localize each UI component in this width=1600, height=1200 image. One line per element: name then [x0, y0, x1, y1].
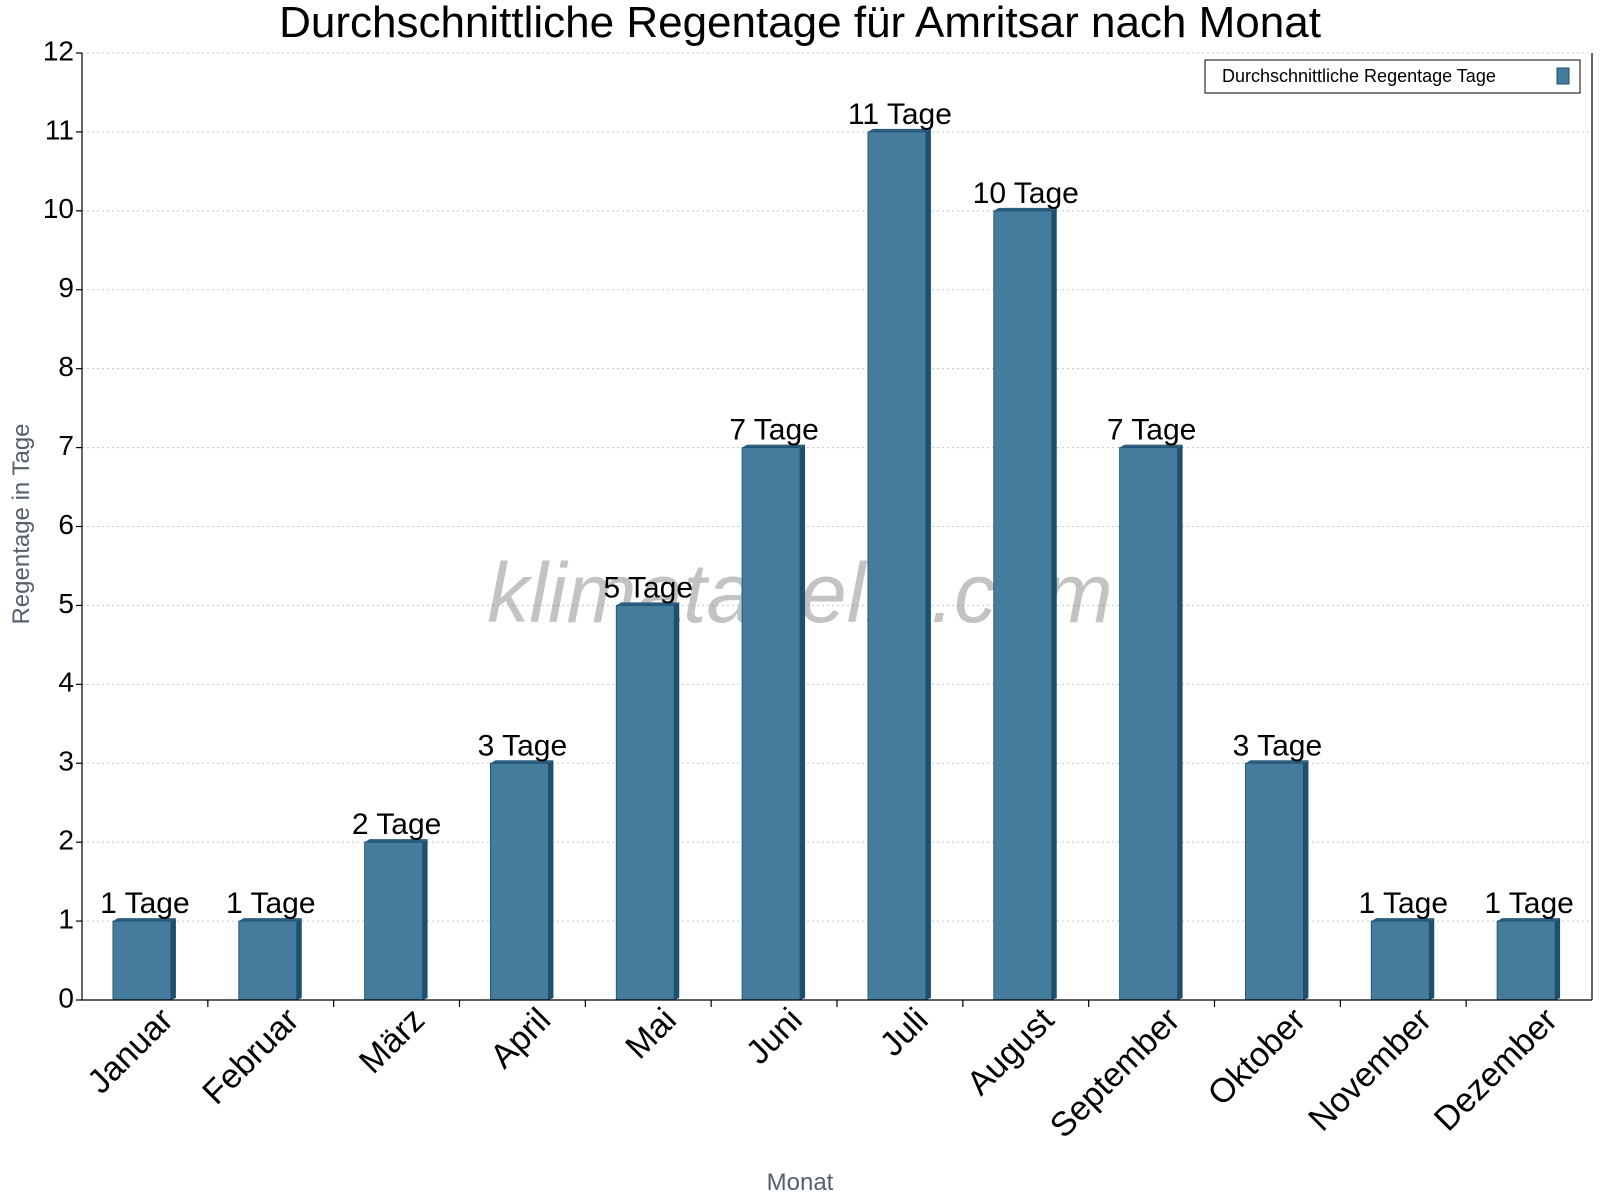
legend: Durchschnittliche Regentage Tage	[1204, 59, 1581, 94]
data-label: 10 Tage	[973, 177, 1079, 210]
x-tick-label: Mai	[618, 1001, 684, 1067]
y-tick-label: 3	[58, 746, 74, 777]
y-tick-label: 2	[58, 825, 74, 856]
x-tick-label: Februar	[195, 1001, 306, 1112]
bar-top-februar	[238, 918, 302, 922]
data-label: 3 Tage	[1233, 729, 1323, 762]
bar-top-märz	[364, 839, 428, 843]
bar-side-oktober	[1303, 760, 1309, 1000]
bar-top-dezember	[1497, 918, 1561, 922]
bar-top-juni	[742, 444, 806, 448]
y-tick-label: 4	[58, 667, 74, 698]
x-tick-label: August	[960, 1000, 1062, 1102]
data-label: 11 Tage	[848, 98, 952, 131]
y-tick-label: 10	[43, 193, 74, 224]
bar-top-august	[993, 207, 1057, 211]
bar-top-april	[490, 760, 554, 764]
data-label: 7 Tage	[729, 414, 819, 447]
grid	[82, 52, 1592, 922]
y-tick-label: 9	[58, 272, 74, 303]
data-label: 3 Tage	[478, 729, 568, 762]
bar-september	[1119, 447, 1178, 1001]
y-tick-label: 6	[58, 509, 74, 540]
y-tick-label: 12	[43, 35, 74, 66]
y-tick-label: 8	[58, 351, 74, 382]
legend-box	[1204, 59, 1581, 94]
bar-labels: 1 Tage 1 Tage 2 Tage 3 Tage 5 Tage 7 Tage 11 T…	[100, 98, 1574, 920]
bar-side-april	[548, 760, 554, 1000]
bar-side-juni	[800, 444, 806, 1000]
x-axis-label: Monat	[767, 1169, 834, 1196]
bar-side-september	[1177, 444, 1183, 1000]
x-tick-labels: Januar Februar März April Mai Juni Juli AugustS…	[80, 1000, 1565, 1145]
x-tick-label: Dezember	[1427, 1001, 1565, 1139]
y-tick-label: 5	[58, 588, 74, 619]
bar-top-oktober	[1245, 760, 1309, 764]
data-label: 1 Tage	[1358, 887, 1448, 920]
bar-april	[490, 762, 549, 1001]
bar-oktober	[1245, 762, 1304, 1001]
bar-side-august	[1051, 207, 1057, 1001]
x-tick-label: Oktober	[1201, 1001, 1313, 1113]
y-tick-label: 1	[58, 903, 74, 934]
bar-top-september	[1119, 444, 1183, 448]
y-tick-label: 11	[45, 114, 74, 145]
axes	[76, 52, 1593, 1007]
bar-side-mai	[674, 602, 680, 1000]
bar-mai	[615, 605, 675, 1001]
bar-side-januar	[170, 918, 176, 1000]
x-tick-label: April	[483, 1001, 558, 1076]
bar-top-november	[1371, 918, 1435, 922]
y-tick-label: 7	[58, 430, 74, 461]
data-label: 2 Tage	[352, 808, 442, 841]
x-tick-label: März	[352, 1001, 432, 1081]
x-tick-label: September	[1043, 1001, 1187, 1145]
x-tick-label: Juli	[873, 1001, 936, 1064]
bar-top-juli	[867, 128, 931, 132]
bar-top-januar	[112, 918, 176, 922]
bars	[112, 128, 1561, 1001]
bar-dezember	[1496, 920, 1556, 1001]
bar-august	[993, 210, 1053, 1001]
x-tick-label: Juni	[739, 1001, 810, 1072]
x-tick-label: November	[1301, 1001, 1439, 1139]
bar-side-dezember	[1555, 918, 1561, 1000]
bar-side-märz	[422, 839, 428, 1000]
legend-swatch	[1556, 67, 1570, 85]
chart-title: Durchschnittliche Regentage für Amritsar…	[279, 0, 1321, 47]
data-label: 1 Tage	[100, 887, 190, 920]
data-label: 1 Tage	[226, 887, 316, 920]
data-label: 1 Tage	[1484, 887, 1574, 920]
bar-märz	[364, 841, 423, 1001]
bar-november	[1370, 920, 1430, 1001]
bar-juni	[741, 447, 801, 1001]
bar-top-mai	[616, 602, 680, 606]
data-label: 5 Tage	[603, 571, 693, 604]
y-tick-label: 0	[58, 982, 74, 1013]
bar-januar	[112, 920, 172, 1001]
bar-februar	[238, 920, 298, 1001]
x-tick-label: Januar	[80, 1001, 180, 1101]
bar-side-februar	[296, 918, 302, 1000]
legend-label: Durchschnittliche Regentage Tage	[1222, 66, 1496, 86]
data-label: 7 Tage	[1107, 414, 1197, 447]
bar-side-juli	[925, 128, 931, 1000]
bar-juli	[867, 131, 927, 1001]
y-axis-label: Regentage in Tage	[8, 423, 35, 624]
bar-side-november	[1429, 918, 1435, 1000]
